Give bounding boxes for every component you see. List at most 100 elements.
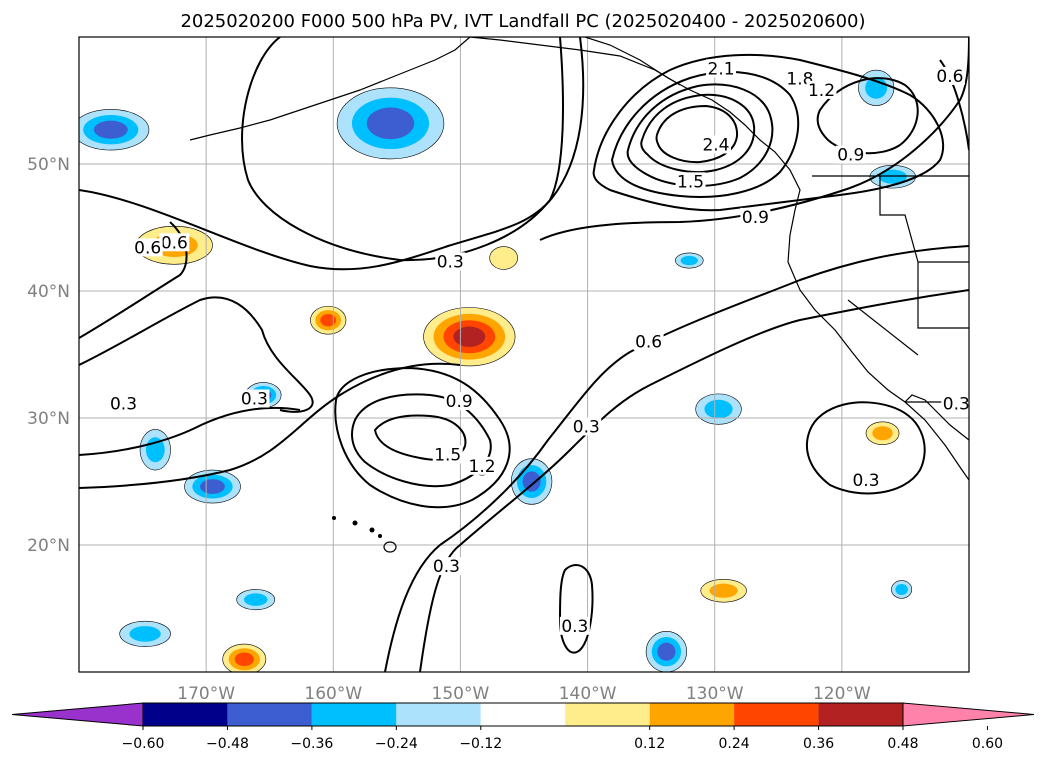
contour-label: 0.6 xyxy=(934,66,965,87)
ivt-patch-9 xyxy=(695,393,742,425)
pv-contours xyxy=(79,37,969,672)
north-america-coastline xyxy=(584,37,969,481)
colorbar-bin xyxy=(480,703,566,726)
contour-label-text: 1.2 xyxy=(808,81,835,101)
contour-label-text: 0.6 xyxy=(936,67,963,87)
contour-label-halo xyxy=(740,207,771,226)
contour-0.3-central-pacific xyxy=(79,37,585,271)
colorbar-tick-label: 0.24 xyxy=(719,736,750,752)
lon-tick-label: 130°W xyxy=(686,684,744,704)
contour-label-text: 1.5 xyxy=(434,445,461,465)
contour-label-text: 0.6 xyxy=(134,238,161,258)
contour-label-text: 1.2 xyxy=(469,457,496,477)
contour-1.5-ridge xyxy=(610,71,800,198)
ivt-patch-0 xyxy=(79,109,150,151)
colorbar-tick-label: 0.12 xyxy=(634,736,665,752)
contour-label-text: 2.1 xyxy=(708,59,735,79)
contour-label-text: 0.3 xyxy=(110,395,137,415)
lon-tick-label: 170°W xyxy=(177,684,235,704)
lat-tick-label: 30°N xyxy=(27,409,70,429)
contour-0.3-west-inner xyxy=(79,406,301,456)
lat-tick-label: 40°N xyxy=(27,282,70,302)
contour-label: 0.3 xyxy=(571,417,602,437)
contour-label: 0.3 xyxy=(108,394,139,415)
lat-tick-label: 50°N xyxy=(27,155,70,175)
ivt-patch-17 xyxy=(489,246,518,270)
colorbar-tick-label: −0.48 xyxy=(206,736,249,752)
lon-tick-label: 140°W xyxy=(559,684,617,704)
colorbar-tick-label: 0.60 xyxy=(972,736,1003,752)
contour-1.2-ridge xyxy=(592,53,945,212)
contour-label-halo xyxy=(132,238,163,257)
contour-label-text: 1.5 xyxy=(677,172,704,192)
contour-1.2-east xyxy=(816,77,919,155)
ivt-patch-level xyxy=(453,326,486,347)
ivt-patch-5 xyxy=(119,620,171,647)
colorbar-bin xyxy=(734,703,819,726)
ivt-patch-16 xyxy=(310,305,347,335)
ivt-patch-18 xyxy=(700,578,747,603)
contour-label-halo xyxy=(559,616,590,635)
ivt-patch-level xyxy=(657,642,676,661)
lon-tick-label: 160°W xyxy=(304,684,362,704)
ivt-patch-level xyxy=(704,399,733,419)
contour-label-text: 0.3 xyxy=(852,471,879,491)
contour-labels: 0.30.60.60.3 0.3 0.91.51.20.30.30.60.31.50… xyxy=(108,59,969,637)
colorbar-bin xyxy=(565,703,650,726)
contour-0.9-ridge-outer xyxy=(539,37,969,241)
contour-label: 0.3 xyxy=(941,394,969,415)
contour-label-halo xyxy=(633,332,664,351)
contour-label-text: 0.6 xyxy=(635,332,662,352)
colorbar-tick-label: −0.36 xyxy=(290,736,333,752)
contour-label: 0.3 xyxy=(559,616,590,637)
contour-label: 1.5 xyxy=(675,172,706,192)
ivt-patch-level xyxy=(865,76,888,99)
contour-label: 1.5 xyxy=(432,445,463,465)
ivt-patch-level xyxy=(522,471,541,492)
ivt-patch-level xyxy=(878,169,907,184)
baja-california-coastline xyxy=(904,394,969,441)
ivt-patch-level xyxy=(320,314,337,327)
colorbar-bin xyxy=(649,703,735,726)
colorbar-extend-high xyxy=(902,702,1035,727)
colorbar-tick-label: 0.48 xyxy=(887,736,918,752)
contour-label-halo xyxy=(467,456,498,475)
contour-label-halo xyxy=(159,233,190,252)
hawaiian-islands xyxy=(332,516,397,553)
ivt-patch-19 xyxy=(865,421,900,445)
longitude-tick-labels: 170°W 160°W 150°W 140°W 130°W 120°W xyxy=(177,684,871,704)
colorbar-tick-label: −0.12 xyxy=(459,736,502,752)
ivt-patch-level xyxy=(200,479,225,494)
ivt-patch-level xyxy=(129,626,161,642)
colorbar-bin xyxy=(311,703,397,726)
alaska-peninsula-coastline xyxy=(189,37,471,141)
colorbar-tick-label: −0.60 xyxy=(122,736,165,752)
contour-label-text: 0.3 xyxy=(573,417,600,437)
contour-label-halo xyxy=(431,557,462,576)
ivt-patch-8 xyxy=(645,631,688,672)
contour-2.1-ridge xyxy=(640,93,756,174)
lat-tick-label: 20°N xyxy=(27,536,70,556)
contour-1.8-ridge xyxy=(626,83,774,187)
contour-label-text: 0.9 xyxy=(742,208,769,228)
ivt-patch-13 xyxy=(674,252,704,269)
ivt-patch-level xyxy=(243,593,268,606)
ivt-patch-level xyxy=(680,255,698,266)
contour-1.5-hawaii-low xyxy=(373,414,467,461)
contour-label-halo xyxy=(700,135,731,154)
ivt-patch-12 xyxy=(891,580,913,599)
colorbar: −0.60 −0.48 −0.36 −0.24 −0.12 0.12 0.24 0.36 0.4… xyxy=(11,702,1035,752)
contour-label-halo xyxy=(851,470,882,489)
contour-label: 0.6 xyxy=(633,332,664,352)
contour-0.3-east-loop xyxy=(805,401,926,495)
colorbar-bin xyxy=(818,703,903,726)
contour-label-halo xyxy=(444,392,475,411)
ivt-patch-level xyxy=(93,120,128,139)
contour-0.3-west-loop xyxy=(79,296,314,413)
ivt-patch-1 xyxy=(336,87,445,160)
latitude-tick-labels: 50°N 40°N 30°N 20°N xyxy=(27,155,70,556)
contour-0.3-south-east xyxy=(419,289,969,672)
contour-label-text: 0.6 xyxy=(161,233,188,253)
colorbar-tick-label: 0.36 xyxy=(803,736,834,752)
